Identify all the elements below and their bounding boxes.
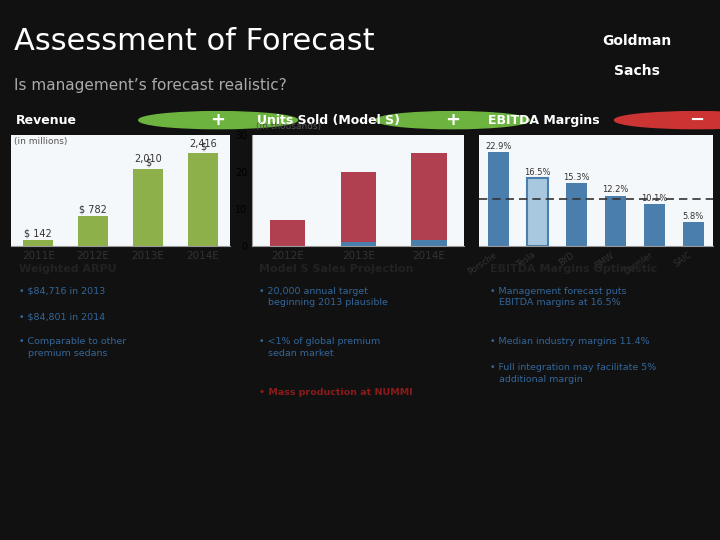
- Text: 16.5%: 16.5%: [524, 168, 551, 177]
- Text: • 20,000 annual target
   beginning 2013 plausible: • 20,000 annual target beginning 2013 pl…: [259, 287, 388, 307]
- Text: EBITDA Margins Optimistic: EBITDA Margins Optimistic: [490, 264, 658, 274]
- Text: • Full integration may facilitate 5%
   additional margin: • Full integration may facilitate 5% add…: [490, 363, 657, 383]
- Text: • $84,801 in 2014: • $84,801 in 2014: [19, 312, 104, 321]
- Text: +: +: [211, 111, 225, 129]
- Bar: [411, 153, 446, 246]
- Text: • Median industry margins 11.4%: • Median industry margins 11.4%: [490, 338, 650, 346]
- Bar: [683, 222, 704, 246]
- Bar: [188, 153, 218, 246]
- Bar: [605, 195, 626, 246]
- Text: • Mass production at NUMMI: • Mass production at NUMMI: [259, 388, 413, 397]
- Bar: [78, 216, 108, 246]
- Text: Units Sold (Model S): Units Sold (Model S): [257, 113, 400, 127]
- Bar: [270, 220, 305, 246]
- Circle shape: [376, 112, 529, 129]
- Text: $: $: [200, 142, 206, 152]
- Text: $: $: [145, 158, 151, 167]
- Text: (in thousands): (in thousands): [256, 122, 320, 131]
- Text: • Management forecast puts
   EBITDA margins at 16.5%: • Management forecast puts EBITDA margin…: [490, 287, 627, 307]
- Text: −: −: [689, 111, 704, 129]
- Text: Revenue: Revenue: [17, 113, 77, 127]
- Bar: [341, 172, 376, 246]
- Text: 22.9%: 22.9%: [485, 141, 511, 151]
- Bar: [411, 240, 446, 246]
- Bar: [644, 204, 665, 246]
- Text: Is management’s forecast realistic?: Is management’s forecast realistic?: [14, 78, 287, 93]
- Text: • Comparable to other
   premium sedans: • Comparable to other premium sedans: [19, 338, 126, 358]
- Text: 2,416: 2,416: [189, 139, 217, 148]
- Text: Model S Sales Projection: Model S Sales Projection: [259, 264, 413, 274]
- Bar: [526, 178, 548, 246]
- Text: $ 142: $ 142: [24, 229, 52, 239]
- Text: 5.8%: 5.8%: [683, 212, 704, 221]
- Text: • $84,716 in 2013: • $84,716 in 2013: [19, 287, 105, 295]
- Text: 12.2%: 12.2%: [602, 185, 629, 194]
- Circle shape: [615, 112, 720, 129]
- Text: Sachs: Sachs: [614, 64, 660, 78]
- Bar: [566, 183, 587, 246]
- Text: +: +: [445, 111, 460, 129]
- Bar: [23, 240, 53, 246]
- Bar: [487, 152, 509, 246]
- Text: $ 782: $ 782: [79, 204, 107, 214]
- Text: (in millions): (in millions): [14, 137, 67, 146]
- Bar: [133, 169, 163, 246]
- Circle shape: [139, 112, 297, 129]
- Bar: [341, 242, 376, 246]
- Text: 2,010: 2,010: [134, 154, 162, 164]
- Text: • <1% of global premium
   sedan market: • <1% of global premium sedan market: [259, 338, 380, 358]
- Text: 15.3%: 15.3%: [563, 173, 590, 182]
- Text: Weighted ARPU: Weighted ARPU: [19, 264, 116, 274]
- Text: Assessment of Forecast: Assessment of Forecast: [14, 27, 375, 56]
- Text: EBITDA Margins: EBITDA Margins: [488, 113, 600, 127]
- Text: 10.1%: 10.1%: [641, 194, 667, 203]
- Text: Goldman: Goldman: [603, 34, 672, 48]
